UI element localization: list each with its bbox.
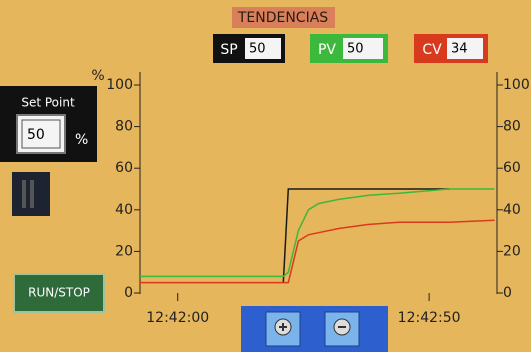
cv-label: CV (422, 42, 442, 58)
y-tick-label: 40 (115, 202, 133, 218)
hmi-screen: TENDENCIAS SP 50 PV 50 CV 34 Set Point 5… (0, 0, 531, 352)
y2-tick-label: 100 (503, 77, 530, 93)
y-tick-label: 20 (115, 243, 133, 259)
sp-label: SP (220, 42, 237, 58)
series-line (140, 220, 495, 282)
status-bar (22, 180, 26, 208)
y2-tick-label: 80 (503, 119, 521, 135)
y2-tick-label: 40 (503, 202, 521, 218)
y2-tick-label: 20 (503, 243, 521, 259)
y-tick-label: 60 (115, 160, 133, 176)
setpoint-title: Set Point (21, 96, 75, 110)
y-axis-label: % (91, 68, 104, 84)
y-tick-label: 100 (106, 77, 133, 93)
pv-value: 50 (347, 42, 364, 57)
setpoint-value: 50 (27, 127, 45, 143)
setpoint-unit: % (75, 132, 88, 148)
cv-value: 34 (451, 42, 468, 57)
pv-label: PV (318, 42, 336, 58)
status-bar (30, 180, 34, 208)
x-tick-label: 12:42:00 (146, 310, 209, 326)
y-tick-label: 80 (115, 119, 133, 135)
y2-tick-label: 60 (503, 160, 521, 176)
screen-canvas: TENDENCIAS SP 50 PV 50 CV 34 Set Point 5… (0, 0, 531, 352)
sp-value: 50 (249, 42, 266, 57)
y2-tick-label: 0 (503, 285, 512, 301)
run-stop-label: RUN/STOP (28, 286, 90, 300)
zoom-toolbar (241, 306, 388, 352)
screen-title: TENDENCIAS (237, 10, 328, 26)
y-tick-label: 0 (124, 285, 133, 301)
x-tick-label: 12:42:50 (398, 310, 461, 326)
